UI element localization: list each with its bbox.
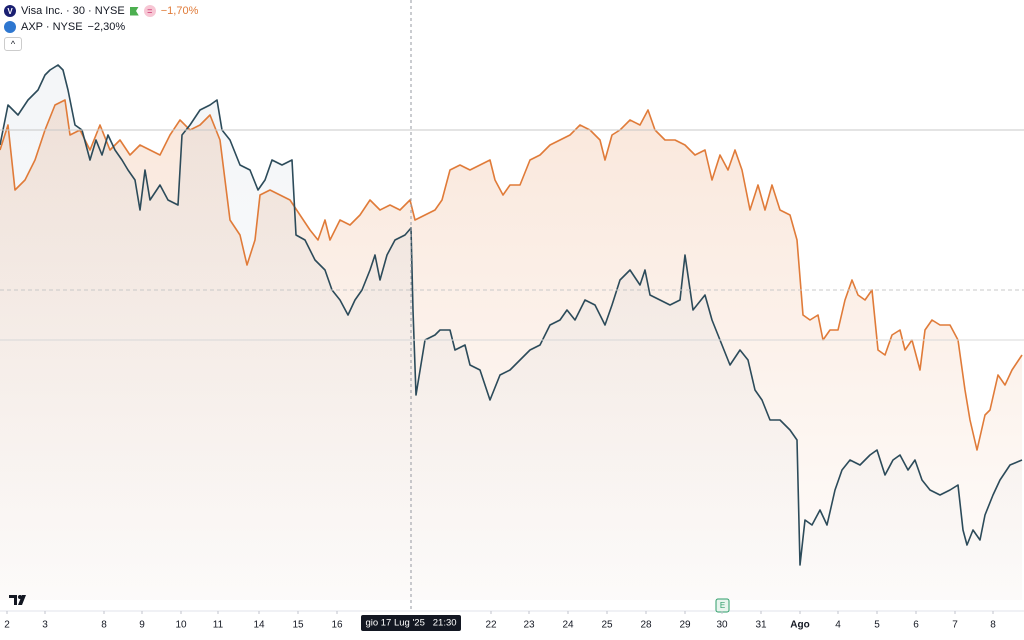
x-tick-label: 25 (601, 620, 613, 631)
legend-name: AXP · NYSE (21, 21, 83, 33)
symbol-icon: V (4, 5, 16, 17)
x-tick-label: 14 (253, 620, 265, 631)
x-tick-label: 16 (331, 620, 343, 631)
x-tick-label: 6 (913, 620, 919, 631)
svg-text:E: E (720, 601, 725, 610)
legend-change: −1,70% (160, 5, 199, 17)
legend-item[interactable]: V Visa Inc. · 30 · NYSE = −1,70% (4, 3, 198, 19)
x-tick-label: 8 (101, 620, 107, 631)
x-tick-label: 24 (562, 620, 574, 631)
flag-icon (129, 6, 139, 16)
crosshair-label: gio 17 Lug '25 21:30 (365, 618, 456, 629)
plot (0, 64, 1023, 600)
x-tick-label: 8 (990, 620, 996, 631)
x-tick-label: 29 (679, 620, 691, 631)
x-tick-label: Ago (790, 620, 809, 631)
legend-change: −2,30% (87, 21, 126, 33)
x-tick-label: 23 (523, 620, 535, 631)
x-tick-label: 9 (139, 620, 145, 631)
x-tick-label: 3 (42, 620, 48, 631)
earnings-marker[interactable]: E (715, 598, 730, 613)
collapse-button[interactable]: ^ (4, 37, 22, 51)
x-tick-label: 5 (874, 620, 880, 631)
series-line (0, 64, 1023, 566)
x-tick-label: 10 (175, 620, 187, 631)
tv-logo (9, 595, 26, 605)
x-tick-label: 11 (213, 620, 224, 631)
x-tick-label: 22 (485, 620, 497, 631)
legend: V Visa Inc. · 30 · NYSE = −1,70% AXP · N… (4, 3, 198, 51)
legend-name: Visa Inc. · 30 · NYSE (21, 5, 125, 17)
x-tick-label: 7 (952, 620, 958, 631)
symbol-icon (4, 21, 16, 33)
compare-icon: = (143, 5, 156, 17)
x-tick-label: 15 (292, 620, 304, 631)
legend-item[interactable]: AXP · NYSE −2,30% (4, 19, 198, 35)
area (0, 65, 1022, 600)
x-tick-label: 2 (4, 620, 10, 631)
crosshair-label-bg (361, 615, 461, 631)
x-tick-label: 30 (716, 620, 728, 631)
x-tick-label: 4 (835, 620, 841, 631)
x-tick-label: 31 (755, 620, 767, 631)
x-tick-label: 28 (640, 620, 652, 631)
